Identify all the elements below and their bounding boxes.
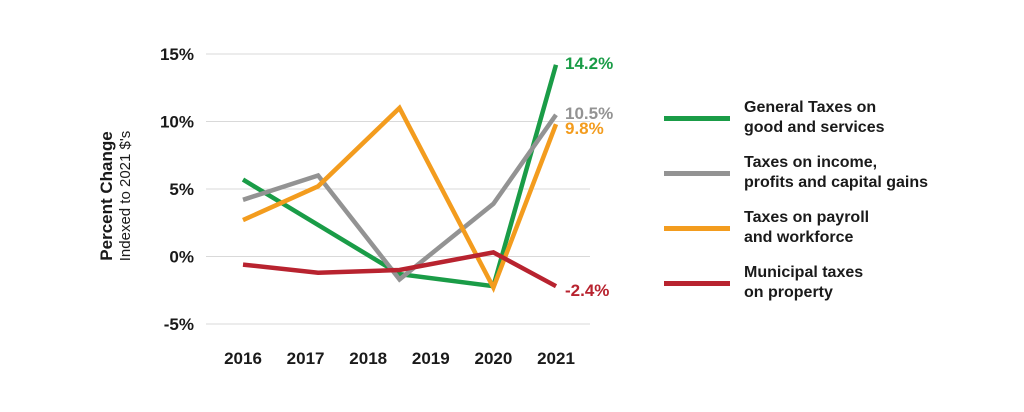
legend-item: General Taxes on good and services [664, 96, 1004, 140]
legend-item: Taxes on income, profits and capital gai… [664, 151, 1004, 195]
y-axis-title: Percent Change Indexed to 2021 $'s [97, 131, 134, 261]
y-tick-label: 0% [169, 248, 194, 267]
x-tick-label: 2017 [287, 349, 325, 368]
legend-item: Municipal taxes on property [664, 261, 1004, 305]
y-axis-label: Percent Change [97, 131, 116, 260]
legend-label: Municipal taxes on property [744, 264, 864, 301]
series-lines [241, 64, 559, 294]
y-tick-label: -5% [164, 315, 194, 334]
series-line-1 [241, 64, 559, 289]
end-labels: 14.2% 10.5%9.8% -2.4% [565, 54, 613, 300]
x-tick-label: 2018 [349, 349, 387, 368]
series-line-3 [242, 104, 559, 294]
series-line-4 [242, 250, 558, 289]
end-label: 14.2% [565, 54, 613, 73]
series-line-2 [242, 113, 558, 283]
x-tick-label: 2016 [224, 349, 262, 368]
end-label: -2.4% [565, 281, 609, 300]
y-axis-ticks: 15% 10% 5% 0% -5% [160, 45, 194, 334]
legend-label: Taxes on payroll and workforce [744, 209, 870, 246]
y-tick-label: 10% [160, 113, 194, 132]
x-tick-label: 2020 [474, 349, 512, 368]
legend-label: Taxes on income, profits and capital gai… [744, 154, 929, 191]
x-tick-label: 2021 [537, 349, 575, 368]
legend-swatch [664, 116, 730, 121]
legend-swatch [664, 281, 730, 286]
legend-swatch [664, 171, 730, 176]
x-axis-ticks: 2016 2017 2018 2019 2020 2021 [224, 349, 575, 368]
end-label: 9.8% [565, 119, 604, 138]
legend-label: General Taxes on good and services [744, 99, 885, 136]
x-tick-label: 2019 [412, 349, 450, 368]
legend-swatch [664, 226, 730, 231]
y-axis-sublabel: Indexed to 2021 $'s [117, 131, 134, 261]
legend-item: Taxes on payroll and workforce [664, 206, 1004, 250]
y-tick-label: 5% [169, 180, 194, 199]
end-label: 10.5% [565, 104, 613, 123]
y-tick-label: 15% [160, 45, 194, 64]
